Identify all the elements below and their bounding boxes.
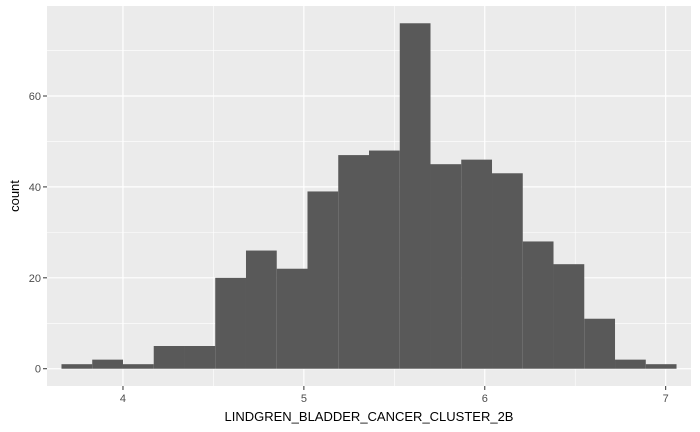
histogram-bar	[184, 346, 216, 369]
y-tick-label: 0	[35, 364, 41, 376]
histogram-bar	[61, 364, 93, 369]
histogram-bar	[399, 23, 431, 369]
histogram-bar	[645, 364, 677, 369]
histogram-bar	[307, 191, 339, 369]
histogram-bar	[276, 268, 308, 369]
histogram-bar	[522, 241, 554, 369]
x-axis-ticks: 4 5 6 7	[120, 386, 669, 405]
histogram-bar	[245, 250, 277, 369]
x-tick-label: 5	[301, 393, 307, 405]
histogram-bar	[338, 155, 369, 369]
y-tick-label: 40	[29, 182, 41, 194]
y-tick-label: 60	[29, 91, 41, 103]
histogram-bar	[369, 150, 400, 369]
histogram-bar	[492, 173, 523, 369]
histogram-bar	[430, 164, 462, 369]
x-tick-label: 7	[663, 393, 669, 405]
x-tick-label: 4	[120, 393, 126, 405]
y-tick-label: 20	[29, 273, 41, 285]
histogram-bar	[584, 318, 616, 369]
y-axis-ticks: 0 20 40 60	[29, 91, 47, 376]
histogram-bar	[215, 277, 246, 369]
y-axis-title: count	[7, 180, 22, 212]
histogram-bars	[61, 23, 677, 369]
histogram-bar	[92, 359, 123, 369]
histogram-bar	[461, 159, 493, 369]
histogram-bar	[153, 346, 185, 369]
x-axis-title: LINDGREN_BLADDER_CANCER_CLUSTER_2B	[225, 409, 514, 424]
histogram-bar	[122, 364, 154, 369]
histogram-bar	[615, 359, 646, 369]
x-tick-label: 6	[482, 393, 488, 405]
histogram-bar	[553, 264, 585, 369]
